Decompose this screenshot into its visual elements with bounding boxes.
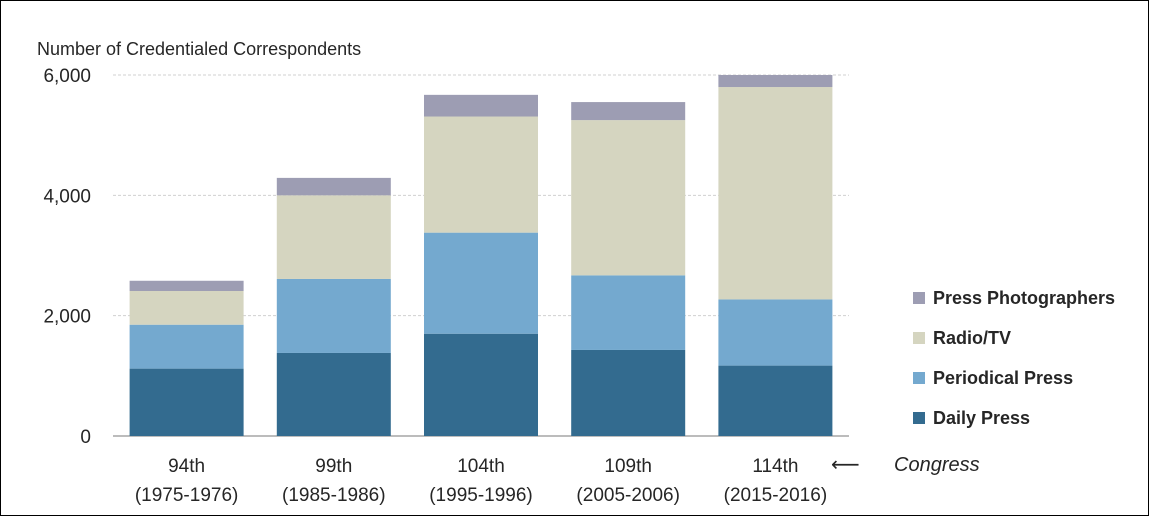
bar-daily-press-99th bbox=[276, 352, 391, 436]
annotation-text: Congress bbox=[894, 454, 980, 476]
x-tick-label: 94th bbox=[168, 456, 205, 477]
bar-periodical-press-94th bbox=[129, 324, 244, 369]
legend: Press Photographers Radio/TV Periodical Pr… bbox=[913, 288, 1115, 428]
x-tick-sublabel: (1975-1976) bbox=[135, 485, 239, 506]
legend-swatch-periodical-press bbox=[913, 372, 925, 384]
y-tick-label: 2,000 bbox=[43, 307, 91, 328]
y-tick-labels: 0 2,000 4,000 6,000 bbox=[43, 66, 91, 448]
y-tick-label: 6,000 bbox=[43, 66, 91, 87]
bar-radio-tv-114th bbox=[718, 87, 833, 300]
x-tick-label: 114th bbox=[752, 456, 798, 477]
bar-daily-press-109th bbox=[571, 349, 686, 436]
bar-daily-press-94th bbox=[129, 368, 244, 436]
congress-annotation: ⟵ Congress bbox=[831, 454, 980, 476]
legend-swatch-daily-press bbox=[913, 412, 925, 424]
legend-label-daily-press: Daily Press bbox=[933, 408, 1030, 428]
x-tick-sublabel: (2015-2016) bbox=[724, 485, 828, 506]
x-tick-sublabel: (1985-1986) bbox=[282, 485, 386, 506]
bar-press-photographers-94th bbox=[129, 280, 244, 291]
bar-periodical-press-109th bbox=[571, 275, 686, 350]
y-axis-title: Number of Credentialed Correspondents bbox=[37, 39, 361, 59]
legend-swatch-press-photographers bbox=[913, 292, 925, 304]
bar-periodical-press-104th bbox=[424, 232, 538, 334]
legend-label-radio-tv: Radio/TV bbox=[933, 328, 1011, 348]
bar-radio-tv-109th bbox=[571, 120, 686, 276]
bar-press-photographers-104th bbox=[424, 94, 538, 117]
bar-periodical-press-114th bbox=[718, 299, 833, 366]
x-tick-label: 109th bbox=[604, 456, 652, 477]
bar-press-photographers-109th bbox=[571, 102, 686, 121]
bar-radio-tv-94th bbox=[129, 290, 244, 325]
x-tick-labels: 94th (1975-1976) 99th (1985-1986) 104th (1995… bbox=[135, 456, 827, 506]
x-tick-sublabel: (1995-1996) bbox=[429, 485, 533, 506]
bar-radio-tv-104th bbox=[424, 116, 538, 233]
bars bbox=[129, 75, 833, 436]
legend-swatch-radio-tv bbox=[913, 332, 925, 344]
bar-press-photographers-114th bbox=[718, 75, 833, 88]
x-tick-sublabel: (2005-2006) bbox=[576, 485, 680, 506]
bar-periodical-press-99th bbox=[276, 278, 391, 353]
y-tick-label: 4,000 bbox=[43, 186, 91, 207]
bar-daily-press-104th bbox=[424, 333, 538, 436]
y-tick-label: 0 bbox=[80, 427, 91, 448]
bar-radio-tv-99th bbox=[276, 195, 391, 279]
x-tick-label: 104th bbox=[457, 456, 505, 477]
annotation-arrow: ⟵ bbox=[831, 454, 860, 476]
legend-label-press-photographers: Press Photographers bbox=[933, 288, 1115, 308]
bar-press-photographers-99th bbox=[276, 177, 391, 196]
x-tick-label: 99th bbox=[315, 456, 352, 477]
legend-label-periodical-press: Periodical Press bbox=[933, 368, 1073, 388]
bar-daily-press-114th bbox=[718, 365, 833, 436]
